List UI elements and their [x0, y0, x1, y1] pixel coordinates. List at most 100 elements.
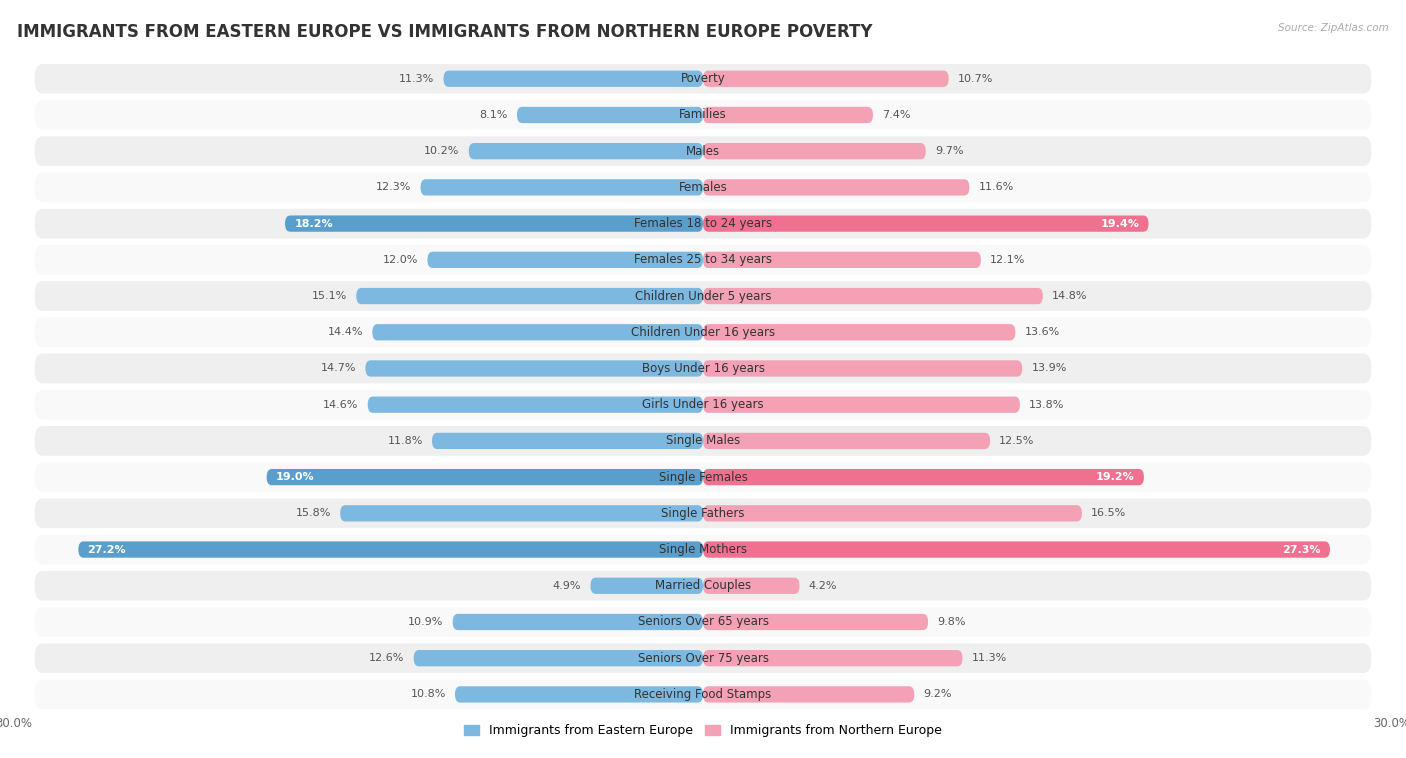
- Text: 9.8%: 9.8%: [938, 617, 966, 627]
- FancyBboxPatch shape: [703, 686, 914, 703]
- FancyBboxPatch shape: [703, 396, 1019, 413]
- FancyBboxPatch shape: [703, 107, 873, 123]
- FancyBboxPatch shape: [703, 469, 1144, 485]
- FancyBboxPatch shape: [35, 245, 1371, 274]
- FancyBboxPatch shape: [285, 215, 703, 232]
- FancyBboxPatch shape: [703, 505, 1083, 522]
- Text: 19.4%: 19.4%: [1101, 218, 1139, 229]
- FancyBboxPatch shape: [35, 173, 1371, 202]
- Text: 10.9%: 10.9%: [408, 617, 443, 627]
- Text: Receiving Food Stamps: Receiving Food Stamps: [634, 688, 772, 701]
- Text: 15.1%: 15.1%: [312, 291, 347, 301]
- FancyBboxPatch shape: [373, 324, 703, 340]
- FancyBboxPatch shape: [413, 650, 703, 666]
- Text: 27.3%: 27.3%: [1282, 544, 1320, 555]
- Text: 14.6%: 14.6%: [323, 399, 359, 409]
- Text: 10.8%: 10.8%: [411, 690, 446, 700]
- FancyBboxPatch shape: [35, 390, 1371, 419]
- FancyBboxPatch shape: [366, 360, 703, 377]
- Text: IMMIGRANTS FROM EASTERN EUROPE VS IMMIGRANTS FROM NORTHERN EUROPE POVERTY: IMMIGRANTS FROM EASTERN EUROPE VS IMMIGR…: [17, 23, 872, 41]
- FancyBboxPatch shape: [703, 288, 1043, 304]
- FancyBboxPatch shape: [468, 143, 703, 159]
- Text: Single Males: Single Males: [666, 434, 740, 447]
- FancyBboxPatch shape: [35, 100, 1371, 130]
- FancyBboxPatch shape: [703, 143, 925, 159]
- Text: Females 25 to 34 years: Females 25 to 34 years: [634, 253, 772, 266]
- FancyBboxPatch shape: [456, 686, 703, 703]
- FancyBboxPatch shape: [35, 571, 1371, 600]
- FancyBboxPatch shape: [453, 614, 703, 630]
- FancyBboxPatch shape: [356, 288, 703, 304]
- Text: Single Females: Single Females: [658, 471, 748, 484]
- Text: 16.5%: 16.5%: [1091, 509, 1126, 518]
- FancyBboxPatch shape: [35, 607, 1371, 637]
- Text: Children Under 5 years: Children Under 5 years: [634, 290, 772, 302]
- Text: 12.3%: 12.3%: [375, 183, 412, 193]
- Text: Single Mothers: Single Mothers: [659, 543, 747, 556]
- Text: 13.9%: 13.9%: [1032, 364, 1067, 374]
- Text: 13.6%: 13.6%: [1025, 327, 1060, 337]
- FancyBboxPatch shape: [432, 433, 703, 449]
- Text: 7.4%: 7.4%: [882, 110, 911, 120]
- FancyBboxPatch shape: [420, 179, 703, 196]
- Text: 4.9%: 4.9%: [553, 581, 581, 590]
- FancyBboxPatch shape: [703, 433, 990, 449]
- Text: 12.5%: 12.5%: [1000, 436, 1035, 446]
- Text: 13.8%: 13.8%: [1029, 399, 1064, 409]
- FancyBboxPatch shape: [591, 578, 703, 594]
- FancyBboxPatch shape: [443, 70, 703, 87]
- FancyBboxPatch shape: [703, 360, 1022, 377]
- FancyBboxPatch shape: [35, 462, 1371, 492]
- FancyBboxPatch shape: [35, 318, 1371, 347]
- Text: Seniors Over 75 years: Seniors Over 75 years: [637, 652, 769, 665]
- FancyBboxPatch shape: [35, 208, 1371, 239]
- FancyBboxPatch shape: [35, 64, 1371, 93]
- FancyBboxPatch shape: [35, 136, 1371, 166]
- FancyBboxPatch shape: [267, 469, 703, 485]
- Legend: Immigrants from Eastern Europe, Immigrants from Northern Europe: Immigrants from Eastern Europe, Immigran…: [458, 719, 948, 742]
- Text: 18.2%: 18.2%: [294, 218, 333, 229]
- Text: Males: Males: [686, 145, 720, 158]
- FancyBboxPatch shape: [703, 215, 1149, 232]
- Text: 4.2%: 4.2%: [808, 581, 837, 590]
- Text: Girls Under 16 years: Girls Under 16 years: [643, 398, 763, 411]
- FancyBboxPatch shape: [427, 252, 703, 268]
- Text: 14.7%: 14.7%: [321, 364, 356, 374]
- Text: 11.3%: 11.3%: [972, 653, 1007, 663]
- FancyBboxPatch shape: [703, 252, 981, 268]
- Text: Source: ZipAtlas.com: Source: ZipAtlas.com: [1278, 23, 1389, 33]
- FancyBboxPatch shape: [703, 578, 800, 594]
- Text: Females 18 to 24 years: Females 18 to 24 years: [634, 217, 772, 230]
- Text: Families: Families: [679, 108, 727, 121]
- Text: 27.2%: 27.2%: [87, 544, 127, 555]
- Text: 11.6%: 11.6%: [979, 183, 1014, 193]
- FancyBboxPatch shape: [368, 396, 703, 413]
- Text: 15.8%: 15.8%: [295, 509, 330, 518]
- Text: Females: Females: [679, 181, 727, 194]
- Text: Married Couples: Married Couples: [655, 579, 751, 592]
- Text: 14.4%: 14.4%: [328, 327, 363, 337]
- Text: 9.7%: 9.7%: [935, 146, 963, 156]
- Text: 11.8%: 11.8%: [388, 436, 423, 446]
- FancyBboxPatch shape: [35, 281, 1371, 311]
- Text: Poverty: Poverty: [681, 72, 725, 85]
- Text: 10.7%: 10.7%: [957, 74, 993, 83]
- FancyBboxPatch shape: [35, 644, 1371, 673]
- Text: 12.6%: 12.6%: [370, 653, 405, 663]
- FancyBboxPatch shape: [79, 541, 703, 558]
- FancyBboxPatch shape: [35, 499, 1371, 528]
- FancyBboxPatch shape: [35, 534, 1371, 565]
- FancyBboxPatch shape: [703, 70, 949, 87]
- Text: Seniors Over 65 years: Seniors Over 65 years: [637, 615, 769, 628]
- Text: 9.2%: 9.2%: [924, 690, 952, 700]
- FancyBboxPatch shape: [35, 354, 1371, 384]
- FancyBboxPatch shape: [517, 107, 703, 123]
- FancyBboxPatch shape: [703, 650, 963, 666]
- Text: 19.2%: 19.2%: [1097, 472, 1135, 482]
- Text: 12.0%: 12.0%: [382, 255, 418, 265]
- Text: 12.1%: 12.1%: [990, 255, 1025, 265]
- FancyBboxPatch shape: [703, 324, 1015, 340]
- Text: 8.1%: 8.1%: [479, 110, 508, 120]
- FancyBboxPatch shape: [703, 179, 969, 196]
- Text: Single Fathers: Single Fathers: [661, 507, 745, 520]
